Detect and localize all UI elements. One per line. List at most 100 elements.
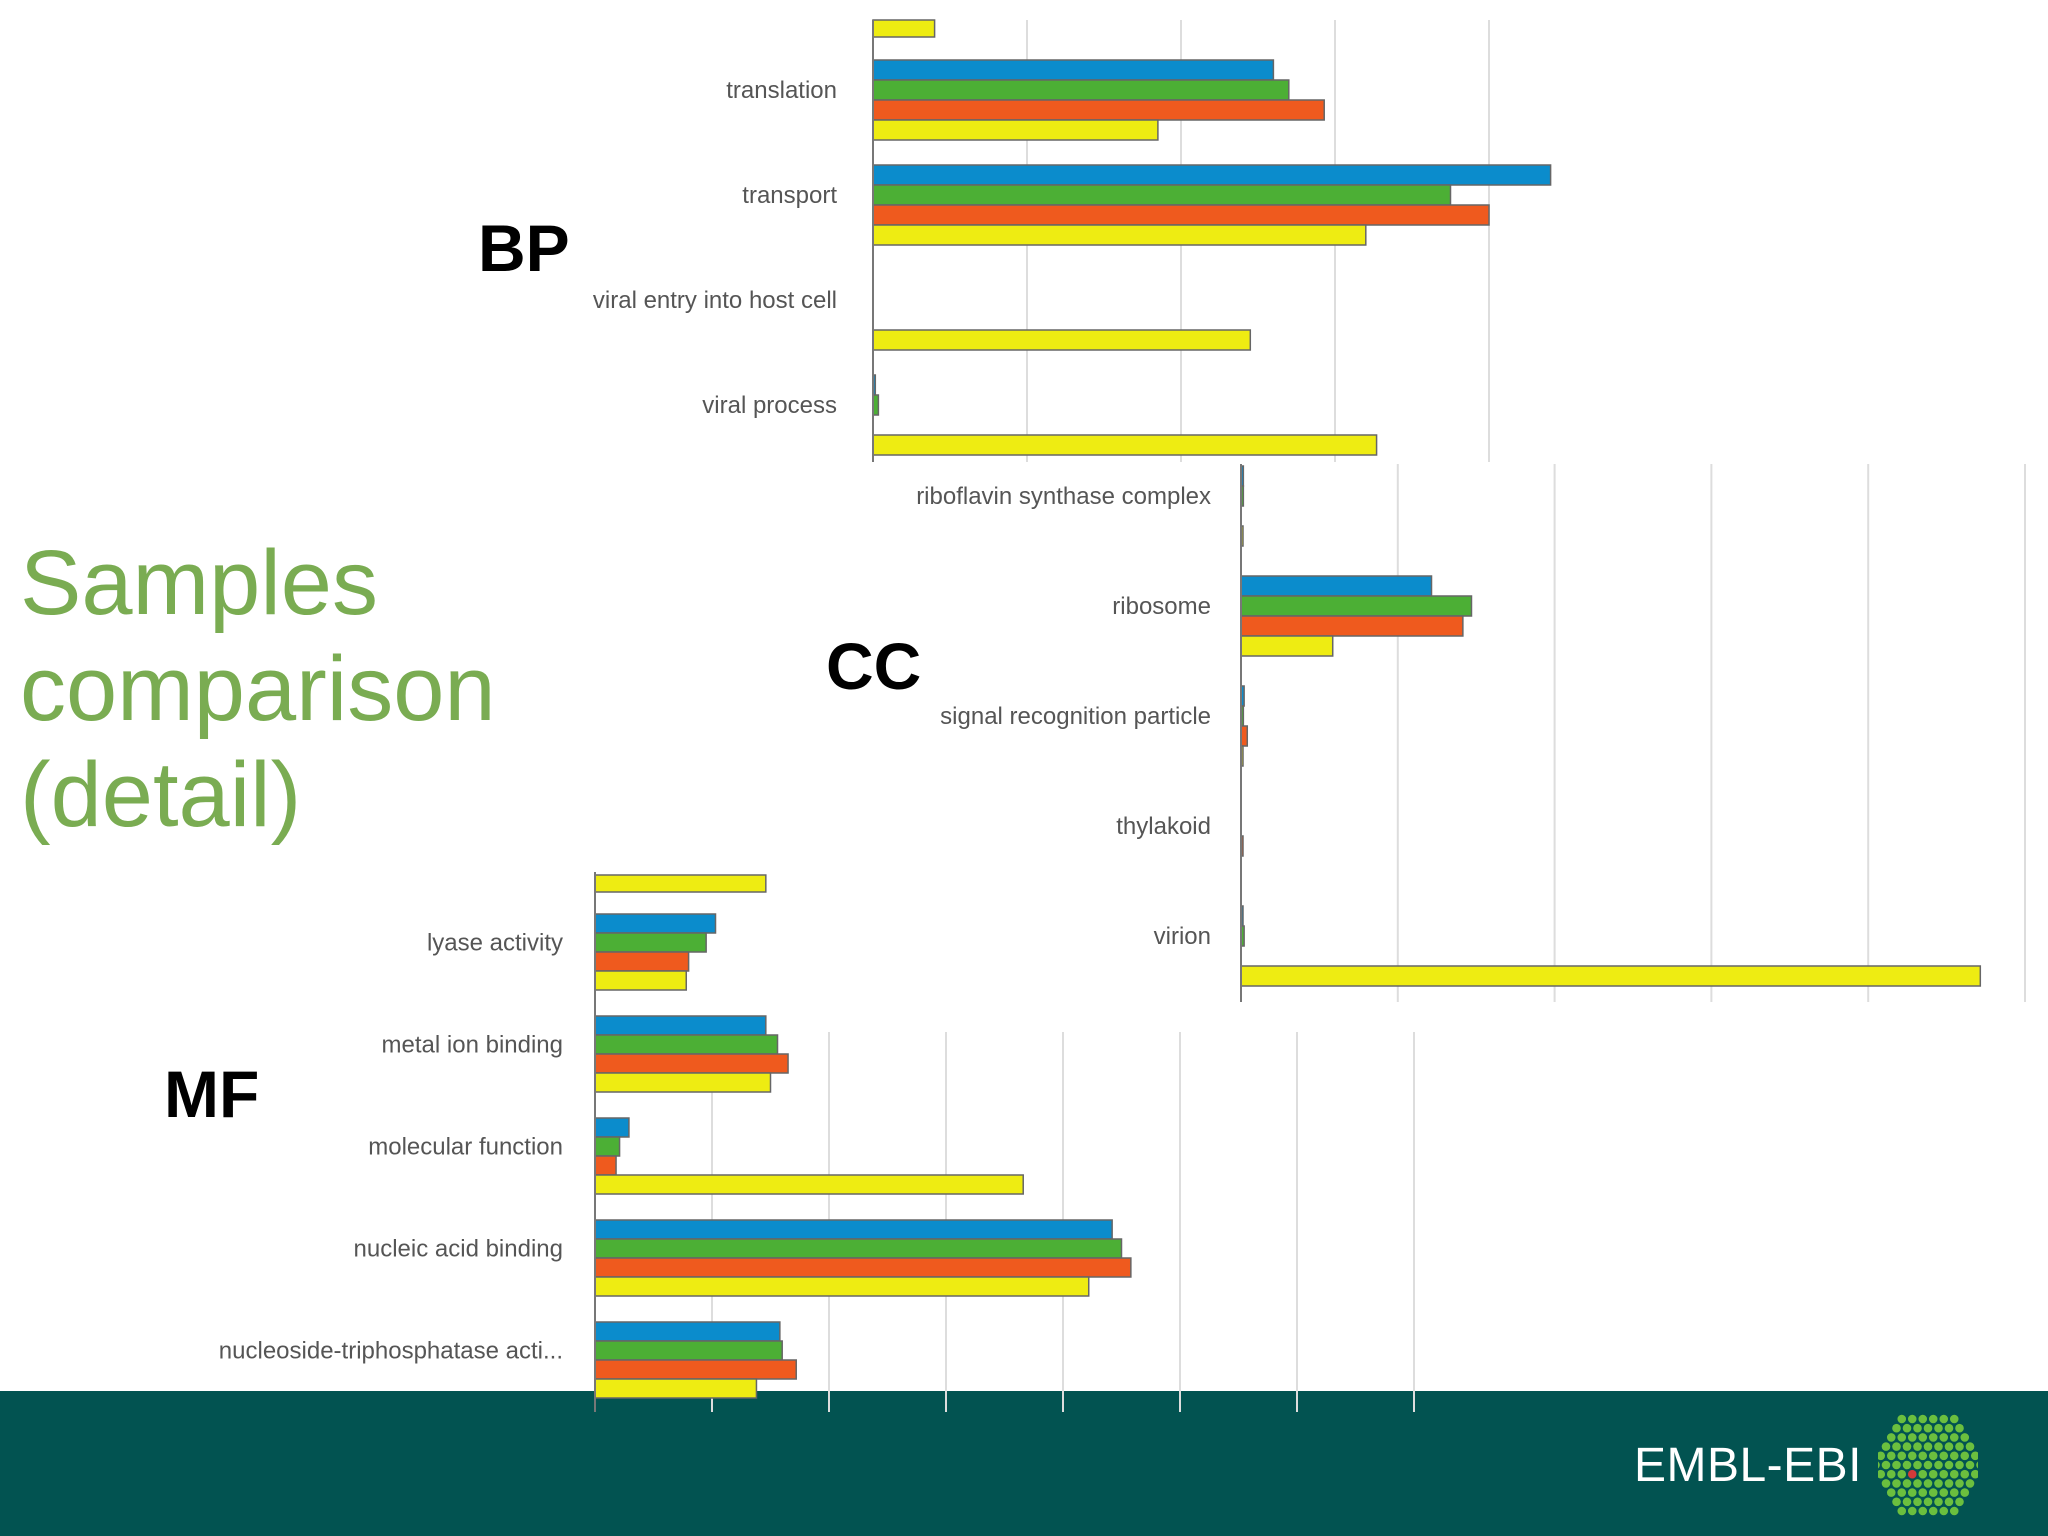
logo-dot [1918, 1488, 1928, 1497]
slide-title: Samples comparison (detail) [20, 532, 496, 846]
logo-dot [1923, 1497, 1933, 1507]
logo-dot [1918, 1433, 1928, 1442]
logo-dot [1939, 1451, 1949, 1461]
logo-dot [1934, 1479, 1943, 1488]
logo-dot [1918, 1451, 1928, 1461]
logo-dot [1944, 1423, 1954, 1433]
mf-bar-1 [594, 1219, 1113, 1240]
mf-bar-2 [594, 1034, 779, 1055]
bp-bar-2 [872, 79, 1290, 101]
logo-dot [1918, 1469, 1928, 1479]
logo-dot [1934, 1460, 1943, 1470]
mf-backing-panel [142, 1032, 1434, 1382]
logo-dot [1878, 1469, 1886, 1479]
logo-dot [1881, 1442, 1891, 1451]
logo-dot [1949, 1506, 1959, 1516]
logo-dot [1902, 1423, 1912, 1433]
logo-dot [1892, 1497, 1901, 1507]
cc-bar-2 [1240, 595, 1473, 617]
bp-bar-3 [872, 99, 1325, 121]
logo-dot [1955, 1423, 1964, 1433]
chart-mf: lyase activity metal ion binding molecular… [142, 872, 1434, 1412]
bp-category-labels: translation transport viral entry into hos… [593, 77, 837, 419]
logo-dot [1939, 1433, 1949, 1442]
logo-dot [1886, 1451, 1896, 1461]
bp-bars [872, 19, 1552, 456]
mf-bar-3 [594, 1257, 1132, 1278]
logo-dot [1923, 1479, 1933, 1488]
logo-dot [1897, 1414, 1907, 1424]
mf-category-label: nucleoside-triphosphatase acti... [219, 1338, 563, 1365]
logo-dot [1949, 1469, 1959, 1479]
logo-dot [1897, 1451, 1907, 1461]
logo-dot [1923, 1423, 1933, 1433]
bp-category-label: viral process [702, 392, 837, 419]
logo-dot [1913, 1442, 1922, 1451]
mf-bar-1 [594, 1015, 767, 1036]
chart-bp: translation transport viral entry into hos… [593, 19, 1552, 462]
logo-dot [1944, 1460, 1954, 1470]
bp-bar-2 [872, 184, 1452, 206]
cc-bars [1240, 465, 1982, 987]
chart-cc: riboflavin synthase complex ribosome signa… [916, 464, 2026, 1002]
mf-bar-3 [594, 1359, 797, 1380]
hexagon-dots-icon [1878, 1414, 1978, 1516]
logo-dot [1892, 1460, 1901, 1470]
logo-dot [1970, 1451, 1978, 1461]
mf-bar-2 [594, 1340, 783, 1361]
mf-bar-3 [594, 951, 690, 972]
mf-bar-4 [594, 1072, 772, 1093]
logo-dot [1907, 1433, 1917, 1442]
logo-dot [1939, 1506, 1949, 1516]
bp-bar-3 [872, 204, 1490, 226]
logo-dot [1944, 1442, 1954, 1451]
logo-dot [1918, 1506, 1928, 1516]
logo-dot [1960, 1451, 1970, 1461]
logo-dot [1939, 1414, 1949, 1424]
logo-dot [1955, 1460, 1964, 1470]
mf-label: MF [164, 1057, 260, 1131]
logo-dot [1923, 1442, 1933, 1451]
mf-bar-2 [594, 1238, 1123, 1259]
cc-category-label: virion [1154, 923, 1211, 950]
bp-bar-1 [872, 59, 1275, 81]
mf-bar-1 [594, 1321, 781, 1342]
logo-dot [1886, 1469, 1896, 1479]
logo-dot [1928, 1469, 1938, 1479]
logo-dot [1902, 1442, 1912, 1451]
logo-dot [1897, 1469, 1907, 1479]
mf-category-label: lyase activity [427, 930, 563, 957]
cc-bar-3 [1240, 615, 1464, 637]
mf-bar-1 [594, 913, 717, 934]
mf-bar-partial [594, 874, 767, 893]
logo-dot [1976, 1461, 1978, 1469]
logo-dot [1897, 1433, 1907, 1442]
logo-dot [1928, 1433, 1938, 1442]
mf-bar-3 [594, 1053, 789, 1074]
mf-category-label: metal ion binding [382, 1032, 563, 1059]
logo-dot [1886, 1488, 1896, 1497]
logo-dot [1949, 1414, 1959, 1424]
mf-bar-3 [594, 1155, 617, 1176]
logo-dot [1892, 1423, 1901, 1433]
logo-dot [1897, 1488, 1907, 1497]
logo-dot [1902, 1497, 1912, 1507]
bp-bar-4 [872, 224, 1367, 246]
logo-dot [1955, 1497, 1964, 1507]
mf-category-label: nucleic acid binding [354, 1236, 563, 1263]
logo-dot [1881, 1479, 1891, 1488]
cc-category-labels: riboflavin synthase complex ribosome signa… [916, 483, 1211, 950]
logo-dot [1881, 1460, 1891, 1470]
logo-dot [1902, 1460, 1912, 1470]
logo-dot [1923, 1460, 1933, 1470]
logo-dot [1907, 1506, 1917, 1516]
bp-label: BP [478, 211, 570, 285]
bp-bar-4 [872, 329, 1252, 351]
cc-category-label: riboflavin synthase complex [916, 483, 1211, 510]
bp-category-label: transport [742, 182, 837, 209]
bp-bar-1 [872, 164, 1552, 186]
logo-dot [1944, 1479, 1954, 1488]
logo-dot [1965, 1479, 1975, 1488]
logo-dot [1928, 1506, 1938, 1516]
logo-dot [1965, 1442, 1975, 1451]
